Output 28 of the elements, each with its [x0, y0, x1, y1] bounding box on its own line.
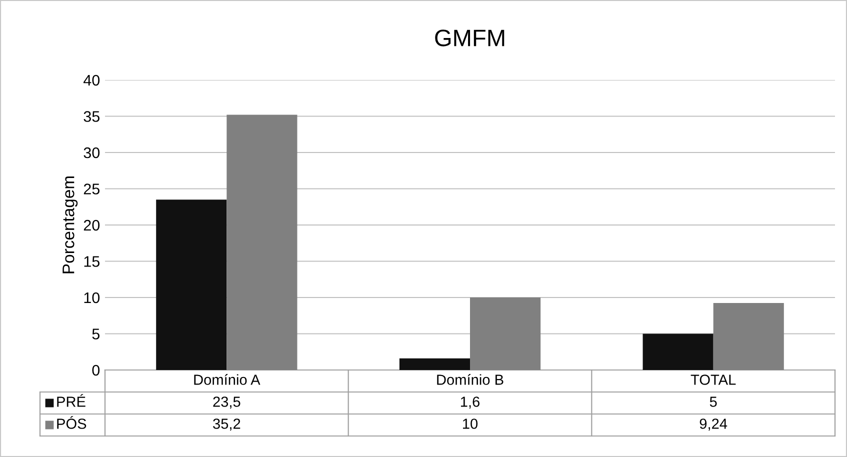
bar — [470, 298, 541, 370]
data-label: 9,24 — [700, 418, 728, 431]
y-tick-label: 5 — [92, 328, 100, 340]
data-label: 5 — [710, 396, 717, 407]
y-tick-label: 20 — [84, 220, 100, 231]
chart-title: GMFM — [435, 30, 504, 46]
y-tick-label: 0 — [92, 364, 100, 376]
y-tick-label: 10 — [84, 292, 100, 304]
data-label: 35,2 — [213, 418, 240, 431]
legend-label: PÓS — [57, 416, 86, 429]
data-label: 1,6 — [460, 396, 480, 409]
bar — [226, 114, 298, 370]
x-tick-label: Domínio B — [437, 374, 504, 385]
bar — [399, 358, 470, 370]
x-tick-label: TOTAL — [690, 374, 736, 385]
y-tick-label: 15 — [84, 256, 100, 267]
bar — [713, 303, 784, 370]
data-label: 10 — [463, 418, 478, 429]
y-tick-label: 35 — [84, 111, 100, 122]
bar — [642, 334, 714, 370]
y-tick-label: 25 — [84, 184, 100, 194]
y-axis-title: Porcentagem — [62, 176, 78, 274]
data-label: 23,5 — [213, 396, 240, 409]
bar — [156, 200, 227, 370]
x-tick-label: Domínio A — [194, 374, 260, 385]
y-tick-label: 30 — [84, 147, 100, 158]
legend-label: PRÉ — [57, 394, 86, 407]
y-tick-label: 40 — [84, 74, 100, 86]
